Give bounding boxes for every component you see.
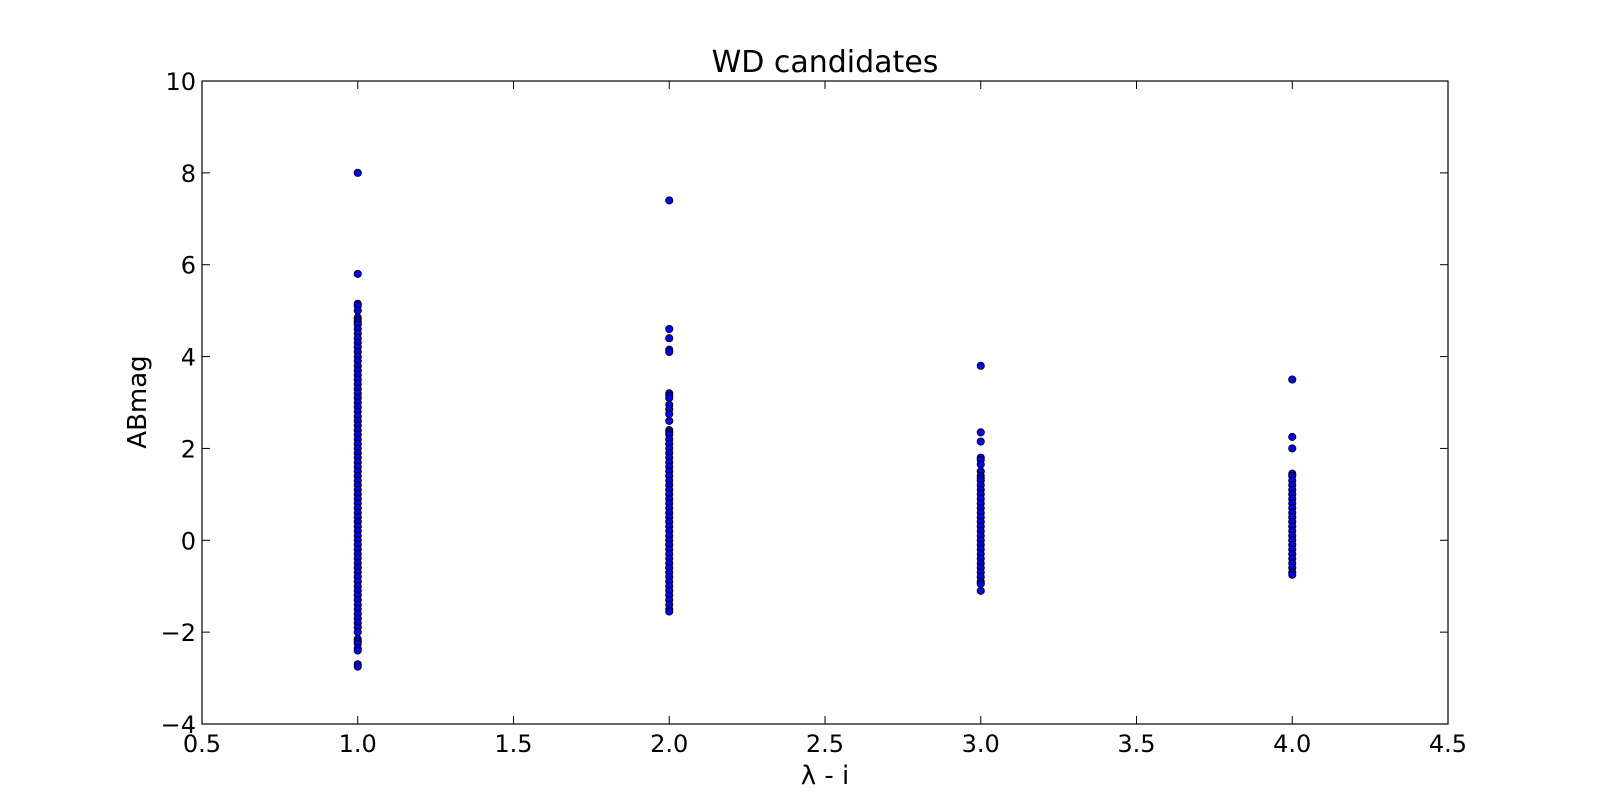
x-tick-label: 4.5 <box>1429 730 1467 758</box>
x-tick-label: 4.0 <box>1273 730 1311 758</box>
scatter-point <box>665 334 674 343</box>
points-layer <box>353 168 1297 671</box>
x-tick-label: 3.0 <box>962 730 1000 758</box>
y-tick-label: −2 <box>161 619 196 647</box>
y-tick-label: −4 <box>161 711 196 739</box>
x-tick-label: 1.0 <box>339 730 377 758</box>
x-axis-label: λ - i <box>801 761 850 791</box>
scatter-point <box>353 628 362 637</box>
scatter-point <box>976 437 985 446</box>
scatter-point <box>1288 444 1297 453</box>
x-tick-label: 0.5 <box>183 730 221 758</box>
scatter-point <box>665 196 674 205</box>
scatter-point <box>1288 570 1297 579</box>
x-tick-labels: 0.5 1.0 1.5 2.0 2.5 3.0 3.5 4.0 4.5 <box>183 730 1467 758</box>
scatter-point <box>665 416 674 425</box>
y-tick-label: 6 <box>181 252 196 280</box>
scatter-point <box>353 662 362 671</box>
y-tick-label: 2 <box>181 435 196 463</box>
scatter-point <box>1288 375 1297 384</box>
scatter-point <box>976 361 985 370</box>
scatter-point <box>353 269 362 278</box>
scatter-point <box>665 409 674 419</box>
y-tick-label: 10 <box>165 68 196 96</box>
scatter-point <box>665 347 674 357</box>
scatter-point <box>976 428 985 437</box>
chart-title: WD candidates <box>712 45 939 80</box>
scatter-point <box>976 579 985 588</box>
scatter-point <box>1288 432 1297 441</box>
scatter-point <box>665 324 674 334</box>
scatter-point <box>976 460 985 469</box>
scatter-point <box>353 306 362 315</box>
plot-frame <box>201 80 1449 725</box>
y-tick-label: 8 <box>181 160 196 188</box>
scatter-point <box>353 646 362 655</box>
scatter-point <box>665 607 674 616</box>
plot-background <box>202 81 1448 724</box>
x-tick-label: 1.5 <box>494 730 532 758</box>
y-tick-label: 4 <box>181 344 196 372</box>
x-tick-label: 2.5 <box>806 730 844 758</box>
x-tick-label: 2.0 <box>650 730 688 758</box>
y-tick-label: 0 <box>181 527 196 555</box>
scatter-point <box>665 393 674 402</box>
y-tick-labels: −4 −2 0 2 4 6 8 10 <box>161 68 196 739</box>
scatter-point <box>353 168 362 177</box>
x-tick-label: 3.5 <box>1117 730 1155 758</box>
y-axis-label: ABmag <box>123 355 153 448</box>
scatter-point <box>976 586 985 595</box>
